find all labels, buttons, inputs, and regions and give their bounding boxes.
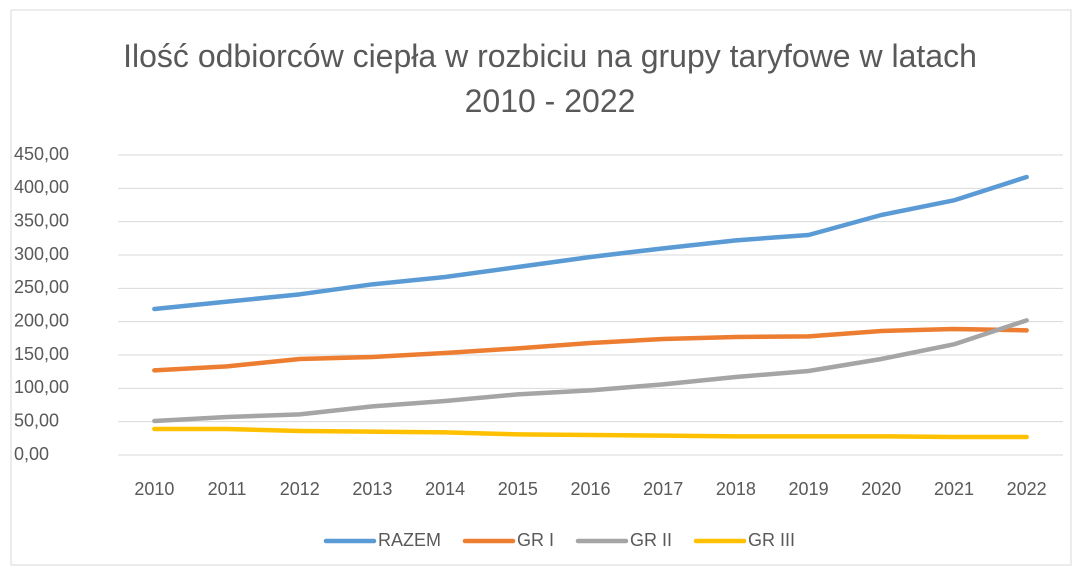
- y-tick-label: 0,00: [14, 444, 49, 464]
- x-tick-label: 2016: [570, 479, 610, 499]
- legend-label: RAZEM: [378, 530, 441, 550]
- legend-label: GR I: [517, 530, 554, 550]
- x-tick-label: 2019: [789, 479, 829, 499]
- x-tick-label: 2013: [352, 479, 392, 499]
- x-tick-label: 2018: [716, 479, 756, 499]
- y-tick-label: 200,00: [14, 310, 69, 330]
- y-tick-label: 450,00: [14, 144, 69, 164]
- legend-label: GR II: [630, 530, 672, 550]
- x-tick-label: 2017: [643, 479, 683, 499]
- x-tick-label: 2010: [134, 479, 174, 499]
- x-tick-label: 2014: [425, 479, 465, 499]
- chart-border: [10, 9, 1072, 566]
- x-tick-label: 2020: [861, 479, 901, 499]
- y-tick-label: 50,00: [14, 410, 59, 430]
- x-tick-label: 2012: [280, 479, 320, 499]
- series-line: [152, 174, 1029, 312]
- series-line: [152, 426, 1029, 440]
- series-line: [152, 318, 1029, 424]
- x-tick-label: 2022: [1007, 479, 1047, 499]
- y-tick-label: 300,00: [14, 244, 69, 264]
- y-tick-label: 400,00: [14, 177, 69, 197]
- series-line: [152, 326, 1029, 373]
- x-tick-label: 2015: [498, 479, 538, 499]
- y-tick-label: 250,00: [14, 277, 69, 297]
- chart-title: Ilość odbiorców ciepła w rozbiciu na gru…: [123, 38, 977, 119]
- legend-label: GR III: [748, 530, 795, 550]
- x-tick-label: 2021: [934, 479, 974, 499]
- y-tick-label: 100,00: [14, 377, 69, 397]
- y-tick-label: 350,00: [14, 210, 69, 230]
- x-tick-label: 2011: [208, 479, 247, 499]
- y-tick-label: 150,00: [14, 344, 69, 364]
